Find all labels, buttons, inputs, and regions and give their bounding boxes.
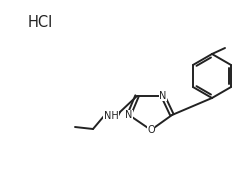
Text: N: N — [159, 91, 167, 101]
Text: NH: NH — [104, 111, 118, 121]
Text: O: O — [147, 125, 155, 135]
Text: HCl: HCl — [28, 14, 53, 30]
Text: N: N — [125, 110, 133, 120]
